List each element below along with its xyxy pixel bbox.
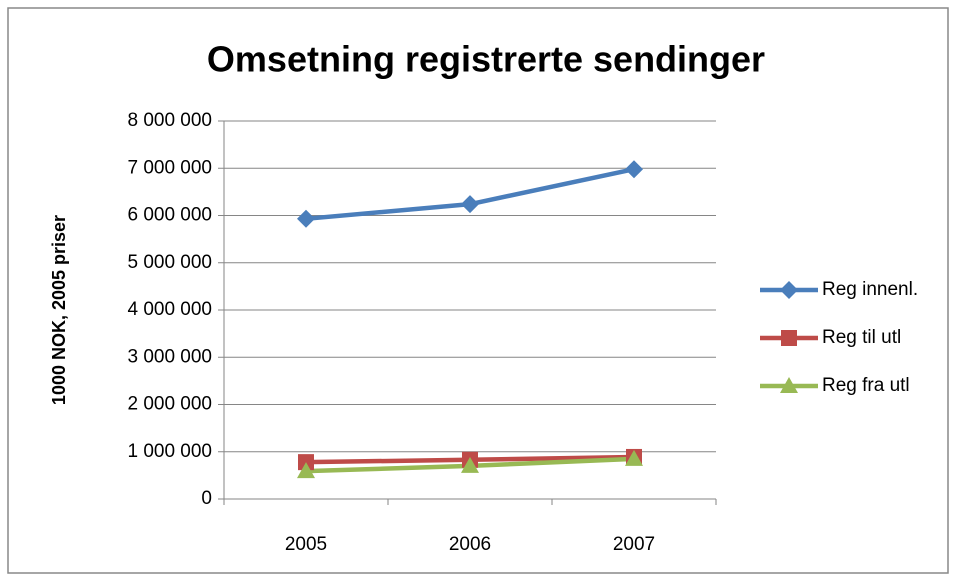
legend-label: Reg innenl.: [822, 279, 918, 300]
y-tick-label: 8 000 000: [127, 110, 212, 131]
y-tick-label: 6 000 000: [127, 205, 212, 226]
chart-title: Omsetning registrerte sendinger: [207, 39, 765, 80]
marker: [780, 377, 798, 393]
marker: [625, 449, 643, 466]
y-tick-label: 1 000 000: [127, 441, 212, 462]
marker: [461, 195, 479, 214]
y-axis-label: 1000 NOK, 2005 priser: [49, 215, 69, 405]
y-tick-label: 3 000 000: [127, 346, 212, 367]
x-tick-label: 2007: [613, 534, 655, 555]
y-tick-label: 4 000 000: [127, 299, 212, 320]
y-tick-label: 2 000 000: [127, 394, 212, 415]
marker: [625, 160, 643, 179]
marker: [461, 456, 479, 473]
y-tick-label: 5 000 000: [127, 252, 212, 273]
y-tick-label: 7 000 000: [127, 157, 212, 178]
x-tick-label: 2005: [285, 534, 327, 555]
x-tick-label: 2006: [449, 534, 491, 555]
marker: [297, 209, 315, 228]
legend-label: Reg til utl: [822, 327, 901, 348]
y-tick-label: 0: [201, 488, 212, 509]
legend-label: Reg fra utl: [822, 375, 910, 396]
marker: [781, 330, 797, 346]
marker: [780, 281, 798, 299]
marker: [297, 462, 315, 479]
